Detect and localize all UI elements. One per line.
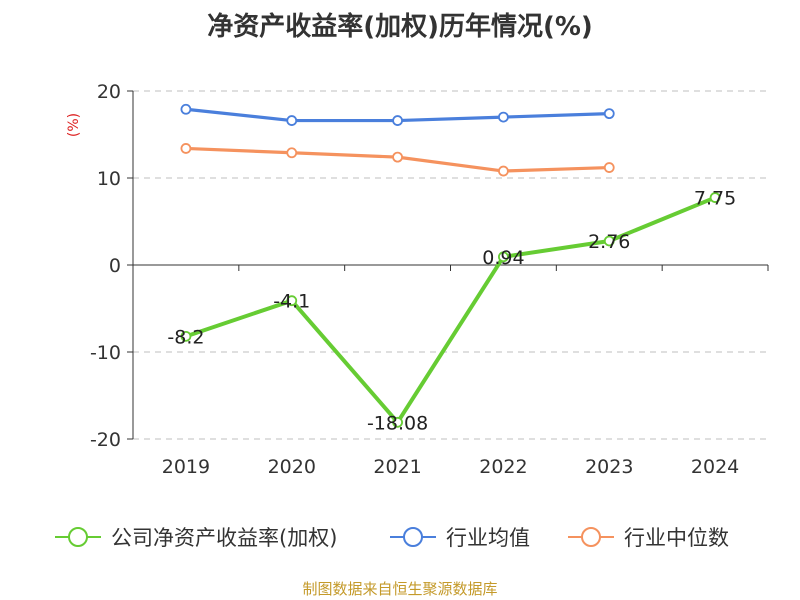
data-label: -4.1 — [273, 291, 310, 313]
y-axis-label: (%) — [66, 113, 82, 137]
data-point — [392, 151, 403, 163]
data-point — [180, 103, 192, 115]
data-point — [498, 111, 509, 123]
data-point — [392, 416, 403, 428]
data-point — [603, 235, 615, 247]
data-label: 7.75 — [694, 188, 736, 210]
legend-marker-icon — [403, 527, 423, 547]
series-lines — [180, 103, 721, 428]
data-point — [603, 162, 615, 173]
x-tick-label: 2020 — [268, 456, 316, 478]
x-tick-label: 2021 — [373, 456, 421, 478]
legend[interactable]: 公司净资产收益率(加权) 行业均值 行业中位数 — [55, 526, 729, 550]
data-point — [286, 295, 298, 307]
axes: 20 10 0 -10 -20 2019 2020 2021 2022 2023 2024 — [90, 81, 769, 478]
y-tick-label: -20 — [90, 429, 121, 451]
data-labels: -8.2 -4.1 -18.08 0.94 2.76 7.75 — [167, 188, 736, 435]
x-tick-label: 2023 — [585, 456, 633, 478]
x-tick-label: 2019 — [162, 456, 210, 478]
source-note: 制图数据来自恒生聚源数据库 — [302, 580, 498, 598]
legend-item[interactable]: 行业中位数 — [568, 526, 729, 550]
data-label: -8.2 — [167, 326, 204, 348]
legend-label: 行业中位数 — [624, 526, 729, 550]
chart-title: 净资产收益率(加权)历年情况(%) — [207, 12, 593, 42]
data-point — [498, 251, 509, 263]
grid-lines — [133, 90, 768, 440]
legend-label: 公司净资产收益率(加权) — [111, 526, 337, 550]
x-tick-label: 2022 — [479, 456, 527, 478]
data-point — [286, 147, 298, 159]
legend-marker-icon — [68, 527, 88, 547]
legend-marker-icon — [581, 527, 601, 547]
data-point — [603, 108, 615, 120]
data-point — [180, 330, 192, 342]
data-label: 2.76 — [588, 231, 630, 253]
data-label: -18.08 — [367, 412, 428, 434]
data-point — [498, 165, 509, 177]
data-point — [709, 192, 721, 203]
series-line — [183, 195, 718, 425]
legend-item[interactable]: 公司净资产收益率(加权) — [55, 526, 337, 550]
y-tick-label: 10 — [97, 168, 121, 190]
data-point — [286, 115, 298, 126]
data-label: 0.94 — [482, 247, 524, 269]
y-tick-label: 0 — [109, 255, 121, 277]
legend-label: 行业均值 — [446, 526, 530, 550]
y-tick-label: -10 — [90, 342, 121, 364]
data-point — [392, 115, 403, 126]
legend-item[interactable]: 行业均值 — [390, 526, 530, 550]
x-tick-label: 2024 — [691, 456, 739, 478]
data-point — [180, 143, 192, 154]
y-tick-label: 20 — [97, 81, 121, 103]
